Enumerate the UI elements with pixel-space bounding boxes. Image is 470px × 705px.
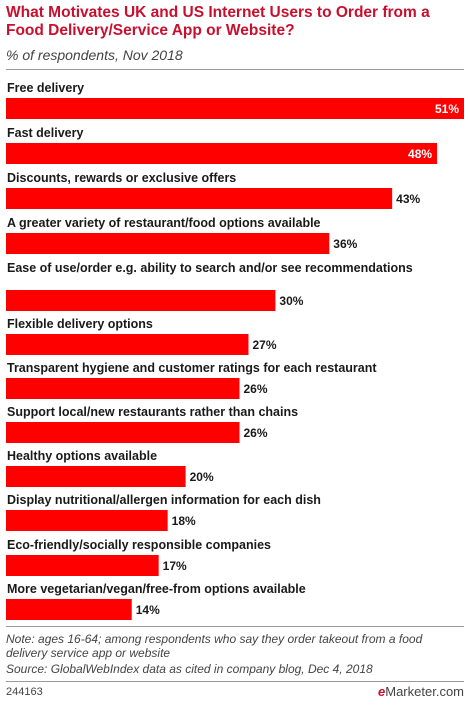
data-label: 36% [333, 237, 357, 251]
bar [6, 466, 186, 487]
chart-title: What Motivates UK and US Internet Users … [6, 4, 430, 39]
category-label: Transparent hygiene and customer ratings… [7, 361, 377, 375]
chart-source: Source: GlobalWebIndex data as cited in … [6, 662, 373, 676]
data-label: 26% [243, 426, 267, 440]
data-label: 14% [136, 603, 160, 617]
category-label: Display nutritional/allergen information… [7, 493, 321, 507]
data-label: 48% [408, 147, 432, 161]
data-label: 30% [279, 294, 303, 308]
category-label: Fast delivery [7, 126, 83, 140]
category-label: Healthy options available [7, 449, 157, 463]
header-divider [6, 69, 464, 70]
bar [6, 188, 393, 209]
category-label: A greater variety of restaurant/food opt… [7, 216, 321, 230]
category-label: More vegetarian/vegan/free-from options … [7, 582, 306, 596]
bar [6, 599, 132, 620]
category-label: Support local/new restaurants rather tha… [7, 405, 298, 419]
category-label: Eco-friendly/socially responsible compan… [7, 538, 271, 552]
data-label: 26% [243, 382, 267, 396]
bar [6, 378, 240, 399]
data-label: 18% [172, 514, 196, 528]
data-label: 27% [252, 338, 276, 352]
bar [6, 143, 438, 164]
source-divider [6, 681, 464, 682]
footer-divider [6, 626, 464, 627]
chart-id: 244163 [6, 686, 43, 698]
brand-suffix: .com [435, 684, 464, 699]
bar [6, 334, 249, 355]
chart-subtitle: % of respondents, Nov 2018 [6, 47, 183, 63]
data-label: 51% [435, 102, 459, 116]
brand-prefix: e [378, 684, 386, 699]
bar [6, 422, 240, 443]
bar [6, 555, 159, 576]
data-label: 43% [396, 192, 420, 206]
category-label: Discounts, rewards or exclusive offers [7, 171, 236, 185]
data-label: 20% [190, 470, 214, 484]
category-label: Ease of use/order e.g. ability to search… [7, 261, 413, 275]
bar [6, 233, 330, 254]
chart-note: Note: ages 16-64; among respondents who … [6, 632, 423, 660]
bar [6, 510, 168, 531]
emarketer-logo[interactable]: eMarketer.com [378, 684, 464, 699]
bar [6, 290, 276, 311]
category-label: Free delivery [7, 81, 84, 95]
bar [6, 98, 464, 119]
data-label: 17% [163, 559, 187, 573]
category-label: Flexible delivery options [7, 317, 153, 331]
brand-name: Marketer [385, 684, 436, 699]
